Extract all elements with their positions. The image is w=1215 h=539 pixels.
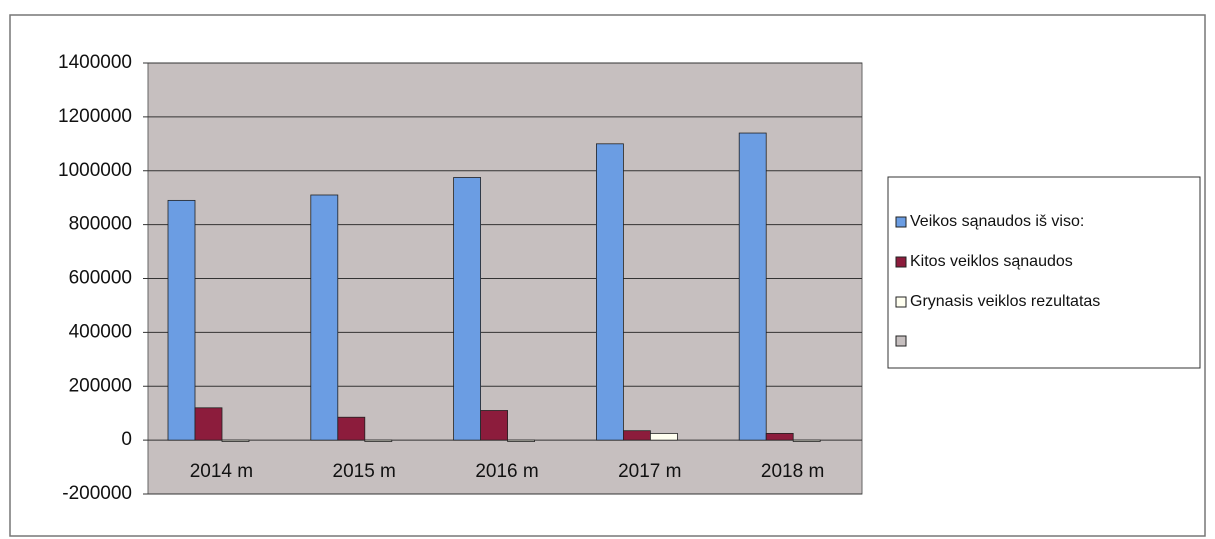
bar [167, 199, 196, 441]
legend-frame [887, 176, 1201, 369]
y-tick-label: 800000 [69, 214, 132, 235]
bar [310, 194, 339, 441]
bar [765, 432, 794, 441]
bar [364, 439, 393, 442]
legend-label: Veikos sąnaudos iš viso: [910, 213, 1084, 230]
bar [792, 439, 821, 442]
x-tick-label: 2014 m [190, 461, 253, 482]
legend-swatch [895, 335, 907, 347]
bar [507, 439, 536, 442]
x-tick-label: 2016 m [475, 461, 538, 482]
x-tick-label: 2018 m [761, 461, 824, 482]
bar [596, 143, 624, 441]
x-tick-label: 2017 m [618, 461, 681, 482]
y-tick-label: 1000000 [58, 160, 132, 181]
bar [480, 410, 509, 441]
legend-label: Kitos veiklos sąnaudos [910, 253, 1073, 270]
y-tick-label: 1400000 [58, 52, 132, 73]
bar [738, 132, 767, 441]
y-tick-label: 600000 [69, 268, 132, 289]
legend-swatch [895, 296, 907, 308]
y-tick-label: 400000 [69, 321, 132, 342]
legend-swatch [895, 216, 907, 228]
bar [453, 177, 482, 441]
y-tick-label: 0 [121, 429, 132, 450]
legend-swatch [895, 256, 907, 268]
bar [337, 416, 366, 441]
legend-label: Grynasis veiklos rezultatas [910, 293, 1100, 310]
bar [650, 432, 678, 441]
legend: Veikos sąnaudos iš viso: Kitos veiklos są… [887, 176, 1201, 369]
bar [221, 439, 250, 442]
y-tick-label: -200000 [62, 483, 132, 504]
y-tick-label: 1200000 [58, 106, 132, 127]
x-tick-label: 2015 m [333, 461, 396, 482]
bar [623, 430, 651, 441]
bar [194, 407, 223, 441]
y-tick-label: 200000 [69, 375, 132, 396]
